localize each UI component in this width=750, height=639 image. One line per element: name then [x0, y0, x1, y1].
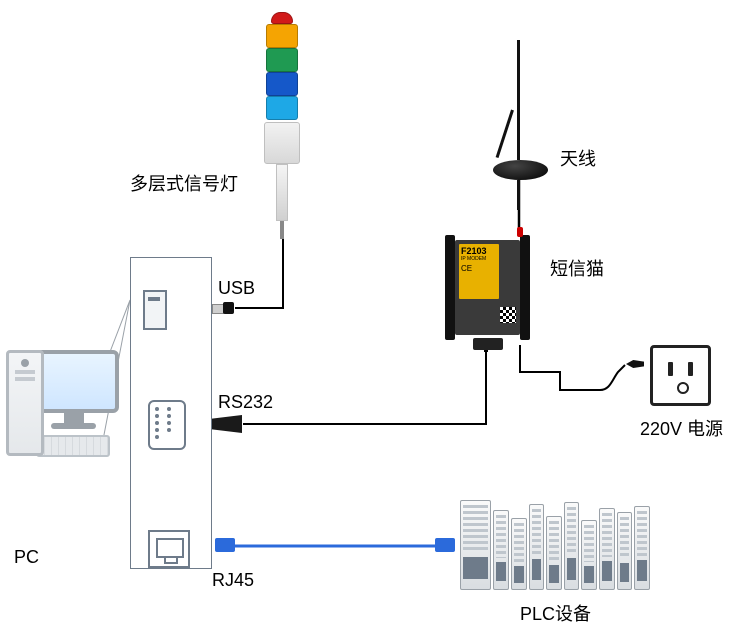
- power-plug: [626, 360, 644, 368]
- label-power: 220V 电源: [640, 415, 723, 441]
- power-outlet: [650, 345, 711, 406]
- label-rs232: RS232: [218, 392, 273, 413]
- rs232-port: [148, 400, 182, 446]
- pc: [6, 350, 116, 457]
- signal-tower: [262, 12, 302, 239]
- label-signal-tower: 多层式信号灯: [130, 170, 238, 196]
- label-plc: PLC设备: [520, 600, 591, 626]
- rj45-port: [148, 530, 190, 568]
- plc-rack: [460, 500, 650, 590]
- usb-plug: [212, 302, 234, 314]
- label-rj45: RJ45: [212, 570, 254, 591]
- rs232-plug: [212, 415, 242, 433]
- label-antenna: 天线: [560, 145, 596, 171]
- modem-model: F2103: [461, 246, 497, 256]
- label-sms-modem: 短信猫: [550, 255, 604, 281]
- sms-modem: F2103 IP MODEM CE: [445, 235, 530, 340]
- rj45-plug-right: [435, 538, 455, 552]
- modem-subtitle: IP MODEM: [461, 256, 497, 262]
- label-pc: PC: [14, 547, 39, 568]
- rj45-plug-left: [215, 538, 235, 552]
- label-usb: USB: [218, 278, 255, 299]
- usb-port: [143, 290, 167, 330]
- modem-ce: CE: [461, 264, 497, 273]
- antenna: [475, 40, 545, 190]
